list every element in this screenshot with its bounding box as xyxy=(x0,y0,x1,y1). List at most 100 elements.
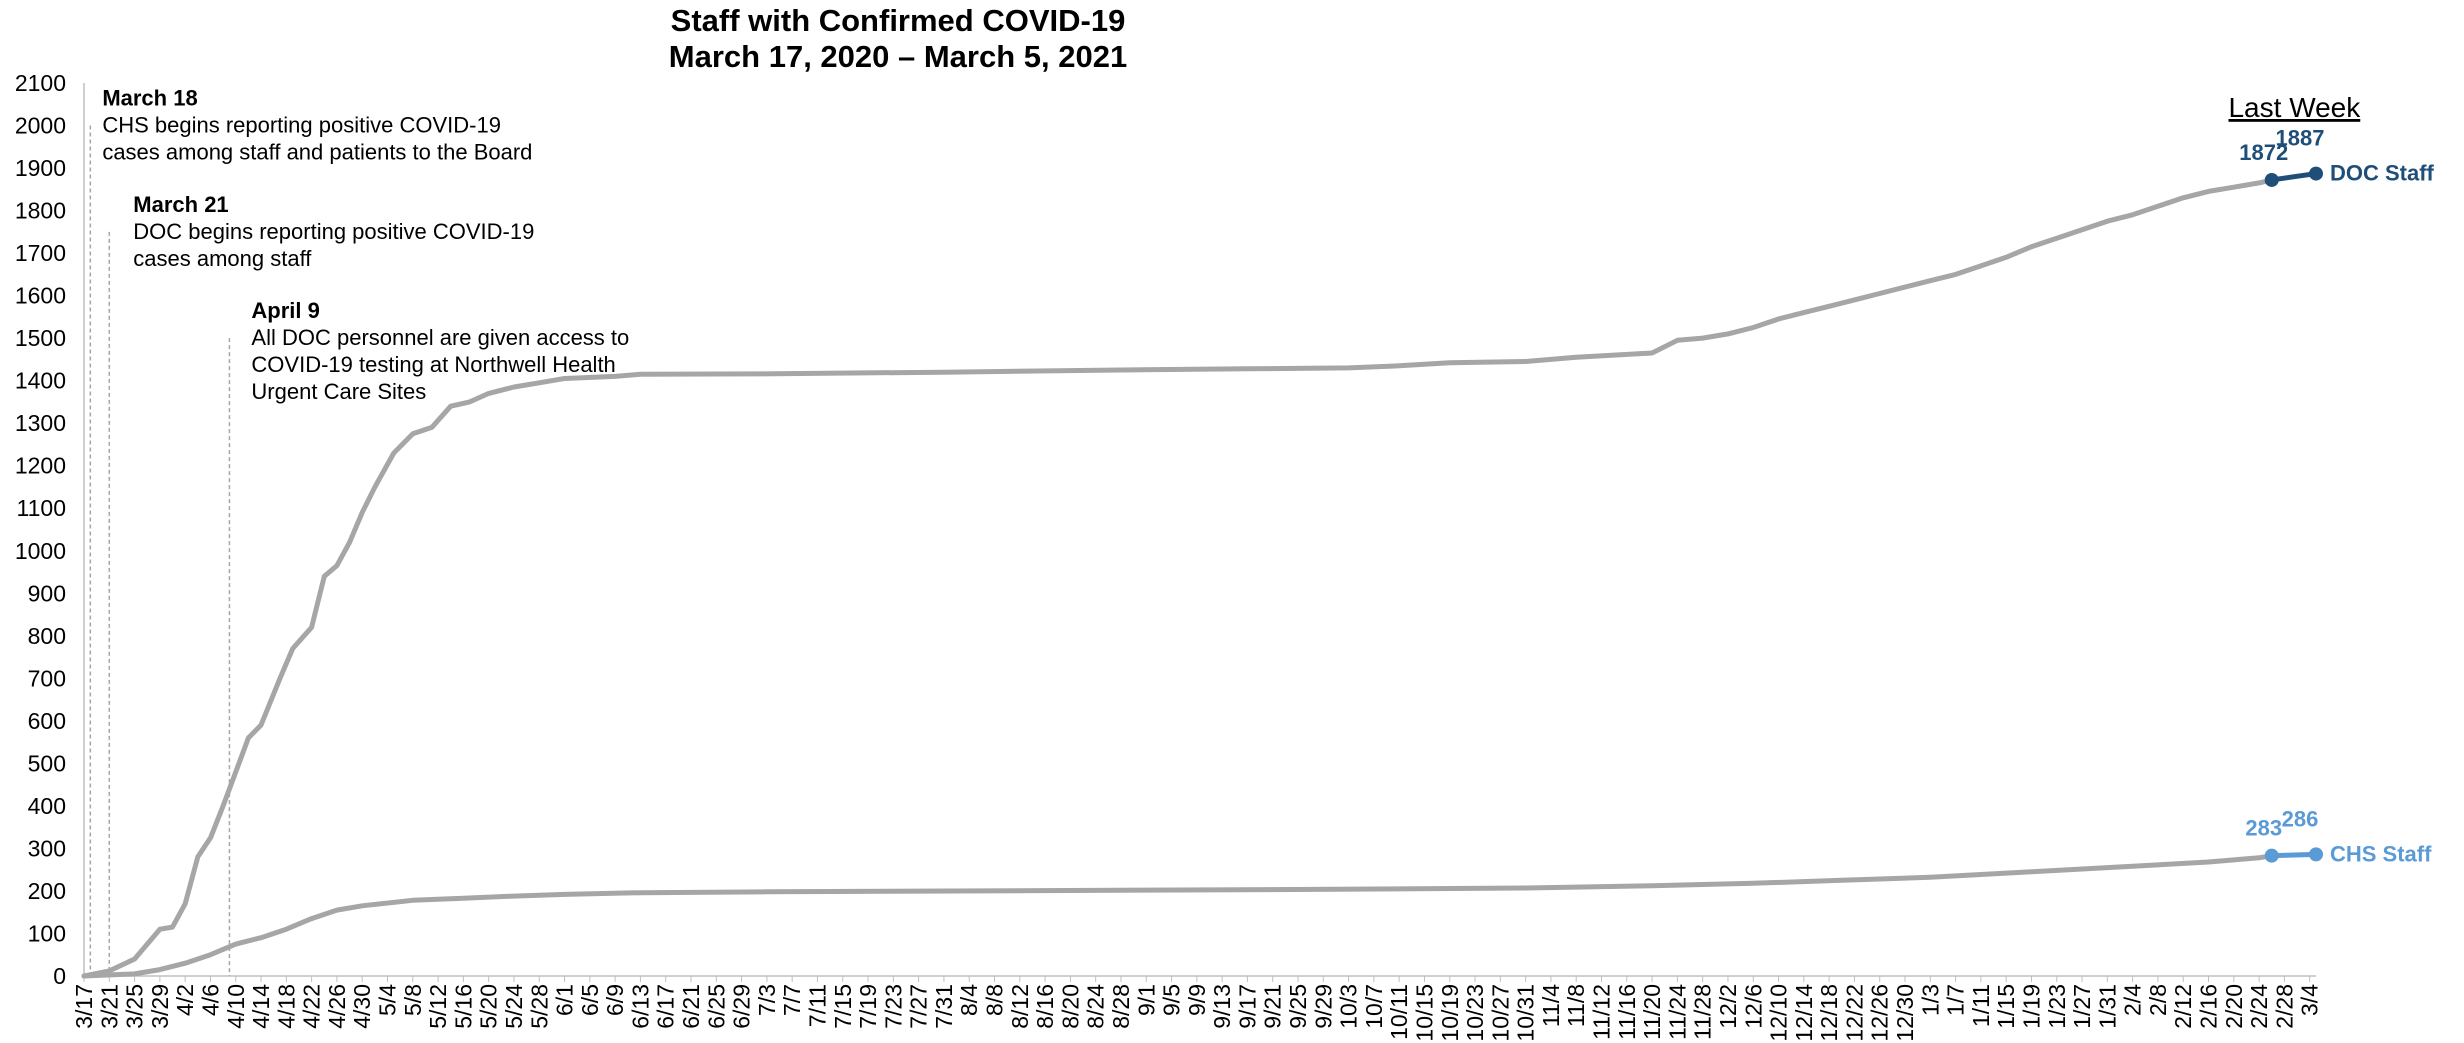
x-axis: 3/17 3/21 3/25 3/29 4/2 4/6 4/10 4/14 4/18 4/22 4/… xyxy=(71,975,2323,1042)
x-tick-label: 5/12 xyxy=(425,984,451,1029)
x-tick-label: 3/21 xyxy=(96,984,122,1029)
x-tick-label: 12/10 xyxy=(1766,984,1792,1042)
x-tick-label: 8/8 xyxy=(982,984,1008,1016)
annotation-text: Urgent Care Sites xyxy=(251,379,426,404)
last-week-point xyxy=(2309,166,2323,181)
x-tick-label: 1/27 xyxy=(2069,984,2095,1029)
data-label: 1887 xyxy=(2276,126,2325,151)
x-tick-label: 2/12 xyxy=(2170,984,2196,1029)
x-tick-label: 11/8 xyxy=(1563,984,1589,1027)
y-tick-label: 400 xyxy=(28,793,66,819)
y-tick-label: 800 xyxy=(28,623,66,649)
series-lines xyxy=(81,177,2275,979)
data-label: 286 xyxy=(2282,806,2319,831)
last-week-point xyxy=(2264,172,2279,187)
x-tick-label: 8/20 xyxy=(1057,984,1083,1029)
x-tick-label: 11/12 xyxy=(1589,984,1615,1040)
x-tick-label: 2/20 xyxy=(2221,984,2247,1029)
x-tick-label: 2/4 xyxy=(2120,984,2146,1016)
x-tick-label: 11/24 xyxy=(1664,984,1690,1040)
x-tick-label: 2/24 xyxy=(2246,984,2272,1029)
annotation-text: All DOC personnel are given access to xyxy=(251,325,629,350)
x-tick-label: 7/31 xyxy=(931,984,957,1029)
x-tick-label: 9/21 xyxy=(1260,984,1286,1029)
y-tick-label: 1000 xyxy=(15,538,66,564)
annotation-text: cases among staff xyxy=(133,246,312,271)
x-tick-label: 9/25 xyxy=(1285,984,1311,1029)
x-tick-label: 12/30 xyxy=(1892,984,1918,1042)
y-axis: 0 100 200 300 400 500 600 700 800 900 1000 1100 1200… xyxy=(15,70,85,989)
x-tick-label: 6/17 xyxy=(653,984,679,1029)
data-label: 1872 xyxy=(2239,140,2288,165)
x-tick-label: 7/11 xyxy=(804,984,830,1027)
x-tick-label: 3/17 xyxy=(71,984,97,1029)
x-tick-label: 10/11 xyxy=(1386,984,1412,1040)
x-tick-label: 9/13 xyxy=(1209,984,1235,1029)
annotation-text: COVID-19 testing at Northwell Health xyxy=(251,352,615,377)
x-tick-label: 1/7 xyxy=(1943,984,1969,1016)
x-tick-label: 2/28 xyxy=(2271,984,2297,1029)
x-tick-label: 9/9 xyxy=(1184,984,1210,1016)
last-week-segment xyxy=(2271,851,2317,859)
x-tick-label: 8/12 xyxy=(1007,984,1033,1029)
data-label: 283 xyxy=(2245,816,2282,841)
x-tick-label: 6/29 xyxy=(729,984,755,1029)
x-tick-label: 2/8 xyxy=(2145,984,2171,1016)
y-tick-label: 1600 xyxy=(15,283,66,309)
x-tick-label: 5/28 xyxy=(526,984,552,1029)
x-tick-label: 8/24 xyxy=(1083,984,1109,1029)
x-tick-label: 8/4 xyxy=(956,984,982,1016)
x-tick-label: 6/13 xyxy=(627,984,653,1029)
x-tick-label: 6/9 xyxy=(602,984,628,1016)
y-tick-label: 1500 xyxy=(15,325,66,351)
y-tick-label: 1300 xyxy=(15,410,66,436)
x-tick-label: 5/4 xyxy=(375,984,401,1016)
x-tick-label: 12/26 xyxy=(1867,984,1893,1042)
x-tick-label: 1/31 xyxy=(2094,984,2120,1029)
y-tick-label: 1800 xyxy=(15,198,66,224)
x-tick-label: 11/20 xyxy=(1639,984,1665,1040)
y-tick-label: 700 xyxy=(28,665,66,691)
annotation-text: CHS begins reporting positive COVID-19 xyxy=(102,113,501,138)
last-week-point xyxy=(2264,848,2279,863)
x-tick-label: 3/4 xyxy=(2297,984,2323,1016)
y-tick-label: 200 xyxy=(28,878,66,904)
x-tick-label: 11/16 xyxy=(1614,984,1640,1040)
x-tick-label: 9/29 xyxy=(1310,984,1336,1029)
chart-subtitle: March 17, 2020 – March 5, 2021 xyxy=(669,39,1127,74)
x-tick-label: 12/22 xyxy=(1841,984,1867,1042)
annotation-heading: April 9 xyxy=(251,298,319,323)
chart-title: Staff with Confirmed COVID-19 xyxy=(671,3,1126,38)
last-week-segment xyxy=(2271,171,2317,183)
x-tick-label: 9/5 xyxy=(1159,984,1185,1016)
x-tick-label: 11/28 xyxy=(1690,984,1716,1040)
x-tick-label: 6/25 xyxy=(703,984,729,1029)
annotation-heading: March 21 xyxy=(133,192,228,217)
last-week-point xyxy=(2309,847,2323,862)
x-tick-label: 7/3 xyxy=(754,984,780,1016)
x-tick-label: 4/18 xyxy=(273,984,299,1029)
x-tick-label: 5/16 xyxy=(450,984,476,1029)
x-tick-label: 11/4 xyxy=(1538,984,1564,1027)
x-tick-label: 12/6 xyxy=(1740,984,1766,1029)
series-name-label: CHS Staff xyxy=(2330,841,2432,866)
x-tick-label: 9/1 xyxy=(1133,984,1159,1016)
x-tick-label: 4/26 xyxy=(324,984,350,1029)
x-tick-label: 7/15 xyxy=(830,984,856,1029)
x-tick-label: 2/16 xyxy=(2196,984,2222,1029)
y-tick-label: 600 xyxy=(28,708,66,734)
y-tick-label: 1400 xyxy=(15,368,66,394)
y-tick-label: 1100 xyxy=(17,495,66,521)
x-tick-label: 10/23 xyxy=(1462,984,1488,1042)
x-tick-label: 6/21 xyxy=(678,984,704,1029)
x-tick-label: 12/14 xyxy=(1791,984,1817,1042)
x-tick-label: 6/5 xyxy=(577,984,603,1016)
x-tick-label: 1/15 xyxy=(1993,984,2019,1029)
annotation-text: DOC begins reporting positive COVID-19 xyxy=(133,219,534,244)
x-tick-label: 7/27 xyxy=(906,984,932,1029)
y-tick-label: 1700 xyxy=(15,240,66,266)
x-tick-label: 5/8 xyxy=(400,984,426,1016)
series-line xyxy=(81,177,2275,979)
x-tick-label: 8/28 xyxy=(1108,984,1134,1029)
